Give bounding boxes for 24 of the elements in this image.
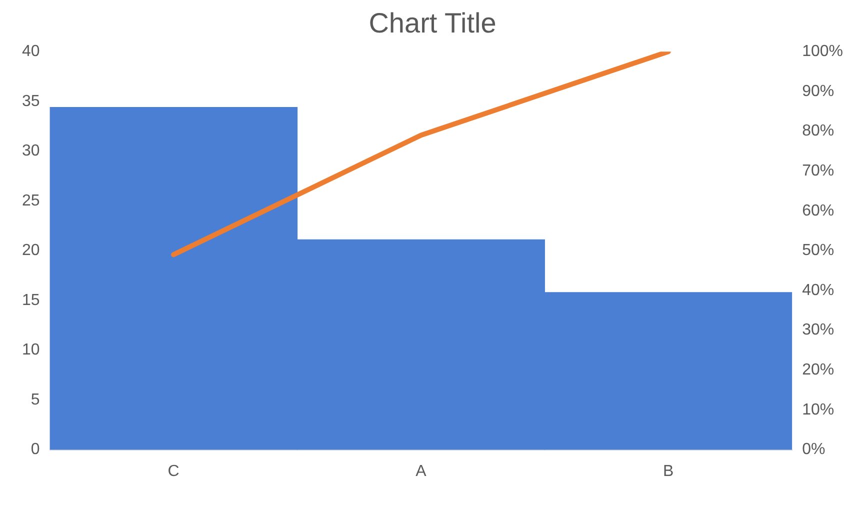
y2-tick-label: 20% <box>802 362 834 379</box>
y-tick-label: 25 <box>22 192 40 210</box>
y2-tick-label: 60% <box>802 202 834 220</box>
y2-tick-label: 10% <box>802 401 834 418</box>
y-tick-label: 30 <box>22 142 40 160</box>
y-tick-label: 5 <box>30 391 40 408</box>
y-tick-label: 0 <box>30 441 40 458</box>
y2-tick-label: 40% <box>802 282 834 299</box>
y2-tick-label: 80% <box>802 122 834 140</box>
y2-tick-label: 90% <box>802 82 834 100</box>
x-tick-label: A <box>416 462 427 480</box>
y-tick-label: 35 <box>22 92 40 110</box>
x-tick-label: B <box>663 462 674 480</box>
y-tick-label: 10 <box>22 342 40 359</box>
y-tick-label: 40 <box>22 43 40 60</box>
x-tick-label: C <box>168 462 180 480</box>
y2-tick-label: 100% <box>802 43 843 60</box>
y2-tick-label: 50% <box>802 242 834 260</box>
y-tick-label: 20 <box>22 242 40 260</box>
y-tick-label: 15 <box>22 292 40 309</box>
y2-tick-label: 70% <box>802 162 834 180</box>
y2-tick-label: 30% <box>802 322 834 339</box>
chart-title: Chart Title <box>368 8 496 39</box>
y2-tick-label: 0% <box>802 441 826 458</box>
